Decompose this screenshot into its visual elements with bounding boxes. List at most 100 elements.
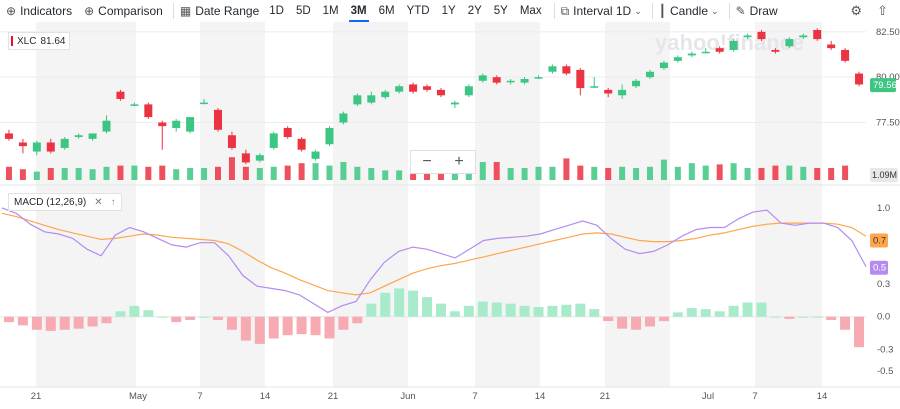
macd-histogram-bar — [812, 316, 823, 318]
candle-body — [827, 44, 836, 49]
price-tick-label: 82.50 — [876, 27, 900, 38]
chevron-down-icon: ⌄ — [634, 5, 642, 16]
candle-body — [311, 151, 320, 159]
volume-bar — [535, 166, 542, 180]
volume-bar — [173, 169, 180, 180]
divider — [553, 3, 555, 19]
macd-histogram-bar — [603, 316, 614, 322]
candle-body — [32, 142, 41, 152]
interval-button[interactable]: ⧉ Interval 1D ⌄ — [561, 4, 646, 19]
volume-value: 1.09M — [872, 170, 897, 180]
volume-bar — [591, 166, 598, 180]
candle-icon: ┃ — [658, 4, 666, 18]
macd-histogram-bar — [784, 316, 795, 319]
volume-bar — [298, 163, 305, 180]
volume-bar — [382, 170, 389, 180]
volume-bar — [326, 165, 333, 180]
macd-histogram-bar — [254, 316, 265, 344]
macd-histogram-bar — [408, 290, 419, 317]
range-tab-6m[interactable]: 6M — [378, 5, 395, 17]
volume-bar — [688, 163, 695, 180]
range-tab-2y[interactable]: 2Y — [467, 5, 482, 17]
candle-body — [659, 62, 668, 69]
candle-body — [813, 30, 822, 40]
candle-body — [855, 73, 864, 85]
x-tick-label: 7 — [197, 391, 202, 402]
calendar-icon: ▦ — [179, 4, 192, 18]
volume-bar — [145, 166, 152, 180]
macd-histogram-bar — [3, 316, 14, 323]
range-tab-ytd[interactable]: YTD — [406, 5, 430, 17]
indicators-button[interactable]: ⊕ Indicators — [6, 4, 72, 18]
volume-bar — [201, 168, 208, 180]
candle-body — [785, 39, 794, 47]
macd-histogram-bar — [477, 301, 488, 317]
candle-body — [534, 77, 543, 79]
last-price-value: 79.56 — [873, 80, 897, 91]
chart-type-label: Candle — [669, 4, 709, 18]
candle-body — [604, 89, 613, 94]
volume-bar — [396, 170, 403, 180]
volume-bar — [5, 166, 12, 180]
zoom-in-button[interactable]: + — [454, 153, 464, 170]
macd-histogram-bar — [338, 316, 349, 330]
volume-bar — [674, 166, 681, 180]
zoom-out-button[interactable]: − — [422, 153, 432, 170]
x-tick-label: 7 — [472, 391, 477, 402]
ticker-value: 81.64 — [40, 35, 66, 47]
x-tick-label: 21 — [328, 391, 339, 402]
candle-body — [186, 117, 195, 132]
volume-bar — [814, 168, 821, 180]
candle-body — [520, 78, 529, 83]
date-range-button[interactable]: ▦ Date Range — [180, 4, 259, 18]
pencil-icon: ✎ — [735, 4, 746, 18]
candle-body — [436, 89, 445, 96]
comparison-button[interactable]: ⊕ Comparison — [84, 4, 163, 18]
range-tab-max[interactable]: Max — [519, 5, 542, 17]
candle-body — [283, 127, 292, 138]
macd-tick-label: -0.3 — [877, 344, 893, 355]
volume-bar — [354, 166, 361, 180]
volume-bar — [270, 166, 277, 180]
volume-bar — [730, 163, 737, 180]
volume-bar — [284, 165, 291, 180]
arrow-up-icon[interactable]: ↑ — [110, 196, 116, 208]
macd-histogram-bar — [533, 306, 544, 317]
range-tab-1y[interactable]: 1Y — [441, 5, 456, 17]
macd-histogram-bar — [17, 316, 28, 326]
divider — [728, 3, 730, 19]
candle-body — [353, 95, 362, 105]
candle-body — [562, 66, 571, 74]
range-tab-1m[interactable]: 1M — [322, 5, 339, 17]
macd-histogram-bar — [658, 316, 669, 322]
macd-value: 0.5 — [873, 263, 886, 274]
range-tab-5d[interactable]: 5D — [295, 5, 311, 17]
range-tab-1d[interactable]: 1D — [269, 5, 284, 17]
interval-label: Interval — [573, 4, 613, 18]
price-chart[interactable]: yahoo!finance 82.50 80.00 77.50 79.56 1.09M 1.… — [0, 22, 900, 409]
macd-histogram-bar — [449, 311, 460, 317]
volume-bar — [619, 166, 626, 180]
interval-icon: ⧉ — [560, 3, 570, 18]
ticker-color-marker — [11, 36, 13, 46]
settings-button[interactable]: ⚙ — [850, 3, 866, 19]
chart-type-button[interactable]: ┃ Candle ⌄ — [659, 4, 723, 18]
macd-indicator-label: MACD (12,26,9) ✕ ↑ — [8, 193, 122, 211]
volume-bar — [89, 169, 96, 180]
macd-histogram-bar — [185, 316, 196, 320]
candle-body — [172, 120, 181, 128]
candle-body — [715, 48, 724, 52]
range-tab-5y[interactable]: 5Y — [493, 5, 508, 17]
close-icon[interactable]: ✕ — [94, 196, 103, 208]
volume-bar — [800, 166, 807, 180]
share-button[interactable]: ⇧ — [877, 3, 892, 19]
draw-button[interactable]: ✎ Draw — [736, 4, 778, 18]
macd-histogram-bar — [59, 316, 70, 330]
macd-histogram-bar — [129, 305, 140, 317]
zoom-controls: − + — [410, 150, 476, 174]
candle-body — [116, 91, 125, 99]
volume-bar — [256, 168, 263, 180]
macd-tick-label: 0.0 — [877, 312, 890, 323]
volume-bar — [577, 165, 584, 180]
range-tab-3m[interactable]: 3M — [345, 5, 373, 22]
